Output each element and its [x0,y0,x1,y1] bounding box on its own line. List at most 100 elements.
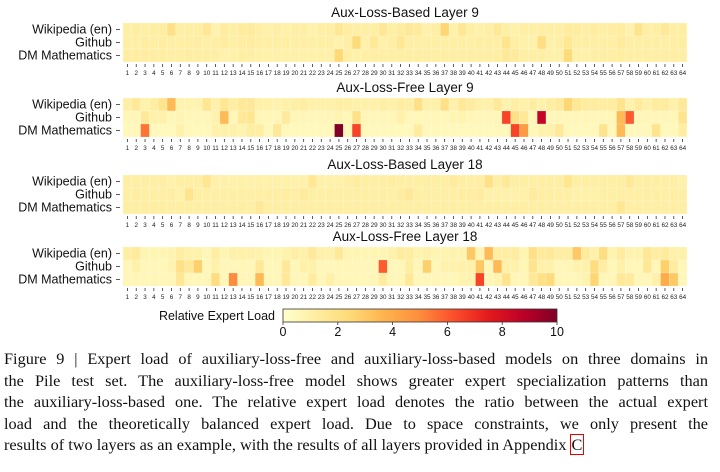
column-label: 50 [556,222,564,229]
column-label: 12 [221,222,229,229]
column-label: 56 [609,222,617,229]
colorbar-tick-label: 8 [499,325,506,339]
heatmap-cell [369,272,379,287]
heatmap-cell [193,110,203,125]
heatmap-cell [651,110,661,125]
heatmap-cell [325,259,335,274]
heatmap-cell [589,22,600,37]
heatmap-cell [466,259,476,274]
column-label: 48 [538,70,546,77]
heatmap-cell [466,97,476,112]
column-label: 13 [230,222,238,229]
heatmap-cell [378,97,388,112]
heatmap-cell [440,200,450,215]
heatmap-cell [466,200,476,215]
row-label: DM Mathematics [18,273,112,287]
heatmap-cell [413,174,423,189]
heatmap-cell [448,97,459,112]
heatmap-cell [290,48,300,63]
heatmap-cell [272,246,282,261]
heatmap-cell [484,272,494,287]
heatmap-cell [158,200,168,215]
heatmap-cell [651,97,661,112]
column-label: 21 [300,70,308,77]
heatmap-cell [210,48,221,63]
heatmap-cell [343,110,353,125]
heatmap-cell [669,123,679,138]
heatmap-cell [545,272,556,287]
heatmap-cell [422,97,432,112]
heatmap-cell [299,272,309,287]
column-label: 35 [424,70,432,77]
heatmap-cell [616,187,626,202]
heatmap-cell [237,35,247,50]
heatmap-cell [325,187,335,202]
heatmap-cell [510,174,520,189]
heatmap-cell [660,35,670,50]
column-label: 50 [556,294,564,301]
heatmap-cell [492,187,503,202]
column-label: 60 [644,222,652,229]
heatmap-cell [422,272,432,287]
heatmap-cell [122,48,133,63]
heatmap-cell [369,48,379,63]
column-label: 27 [353,70,361,77]
heatmap-cell [598,200,608,215]
heatmap-cell [413,22,423,37]
heatmap-cell [387,97,397,112]
heatmap-cell [625,246,635,261]
heatmap-cell [149,174,159,189]
heatmap-cell [122,200,133,215]
heatmap-cell [343,272,353,287]
heatmap-cell [501,35,511,50]
row-label: Wikipedia (en) [32,247,112,261]
heatmap-cell [149,22,159,37]
heatmap-cell [625,22,635,37]
column-label: 35 [424,294,432,301]
column-label: 21 [300,222,308,229]
column-label: 38 [450,294,458,301]
heatmap-cell [290,246,300,261]
heatmap-cell [131,48,141,63]
heatmap-cell [158,246,168,261]
column-label: 10 [203,222,211,229]
heatmap-cell [325,35,335,50]
heatmap-cell [351,123,362,138]
column-label: 50 [556,145,564,152]
heatmap-cell [237,200,247,215]
heatmap-cell [193,187,203,202]
column-label: 7 [179,70,183,77]
heatmap-cell [316,123,326,138]
heatmap-cell [281,48,291,63]
column-label: 8 [187,70,191,77]
heatmap-cell [484,22,494,37]
heatmap-cell [387,35,397,50]
heatmap-cell [625,174,635,189]
heatmap-cell [210,97,221,112]
column-label: 57 [617,70,625,77]
heatmap-cell [660,246,670,261]
heatmap-cell [202,246,212,261]
column-label: 40 [468,294,476,301]
column-label: 55 [600,145,608,152]
column-label: 63 [670,70,678,77]
column-label: 59 [635,145,643,152]
heatmap-cell [219,272,229,287]
column-label: 22 [309,145,317,152]
heatmap-cell [166,246,177,261]
heatmap-cell [642,259,652,274]
appendix-link[interactable]: C [569,434,585,456]
heatmap-cell [299,187,309,202]
heatmap-cell [193,22,203,37]
heatmap-cell [572,48,582,63]
heatmap-cell [122,259,133,274]
heatmap-cell [254,174,265,189]
column-label: 19 [283,222,291,229]
heatmap-cell [484,200,494,215]
heatmap-cell [246,246,256,261]
heatmap-cell [175,200,185,215]
heatmap-cell [272,272,282,287]
heatmap-cell [395,123,406,138]
heatmap-cell [193,174,203,189]
heatmap-cell [202,35,212,50]
